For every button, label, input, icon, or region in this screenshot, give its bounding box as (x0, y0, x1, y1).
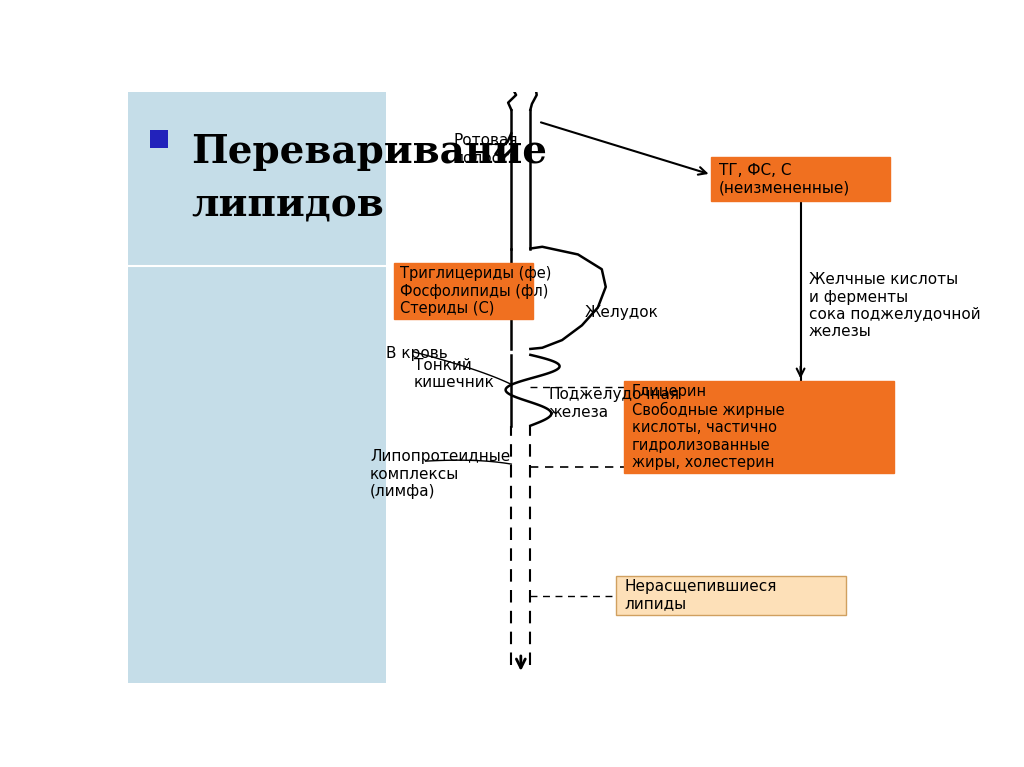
FancyBboxPatch shape (712, 157, 890, 201)
Text: Желчные кислоты
и ферменты
сока поджелудочной
железы: Желчные кислоты и ферменты сока поджелуд… (809, 272, 980, 339)
Text: ТГ, ФС, С
(неизмененные): ТГ, ФС, С (неизмененные) (719, 163, 851, 196)
Text: Ротовая
полость: Ротовая полость (454, 133, 518, 166)
Text: В кровь: В кровь (386, 346, 447, 361)
Text: Глицерин
Свободные жирные
кислоты, частично
гидролизованные
жиры, холестерин: Глицерин Свободные жирные кислоты, части… (632, 384, 784, 470)
FancyBboxPatch shape (394, 263, 532, 319)
Text: Переваривание
липидов: Переваривание липидов (191, 133, 548, 225)
FancyBboxPatch shape (624, 381, 894, 473)
Text: Поджелудочная
железа: Поджелудочная железа (549, 387, 680, 420)
Text: Липопротеидные
комплексы
(лимфа): Липопротеидные комплексы (лимфа) (370, 449, 510, 499)
Text: Желудок: Желудок (585, 304, 658, 320)
FancyBboxPatch shape (616, 576, 846, 614)
Bar (151, 130, 168, 148)
Text: Триглицериды (фе)
Фосфолипиды (фл)
Стериды (С): Триглицериды (фе) Фосфолипиды (фл) Стери… (400, 266, 552, 316)
Text: Тонкий
кишечник: Тонкий кишечник (414, 357, 495, 390)
Text: Нерасщепившиеся
липиды: Нерасщепившиеся липиды (624, 579, 776, 612)
Bar (128, 92, 386, 683)
